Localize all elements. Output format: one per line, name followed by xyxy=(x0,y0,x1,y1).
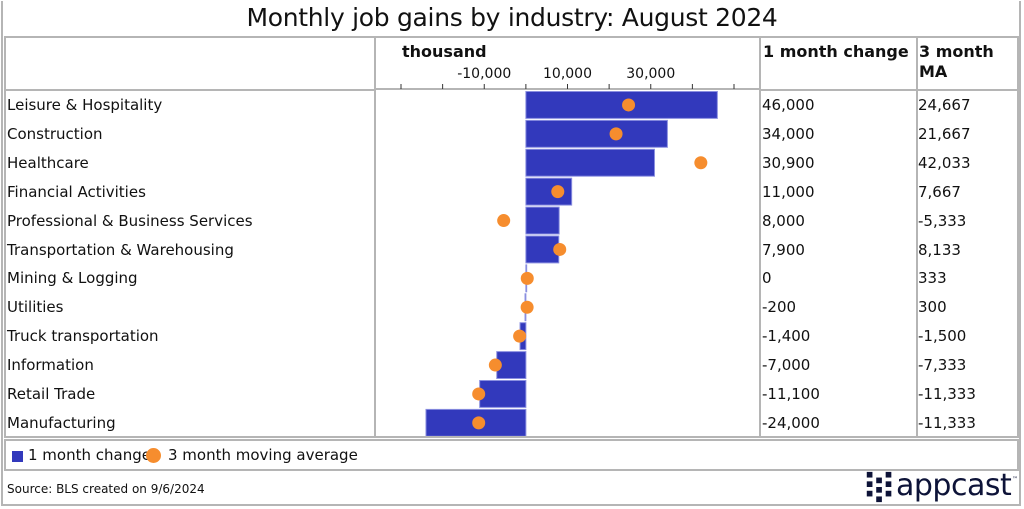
dot-3-month-ma xyxy=(551,185,565,199)
ma-value: 300 xyxy=(918,298,947,317)
category-label: Mining & Logging xyxy=(7,269,138,288)
bar-1-month-change xyxy=(479,380,527,408)
bar-1-month-change xyxy=(525,91,718,119)
divider-label-column xyxy=(374,38,376,436)
column-header-3-month-ma: 3 month MA xyxy=(919,42,994,81)
category-label: Utilities xyxy=(7,298,64,317)
chart-plot xyxy=(375,84,760,436)
ma-value: -5,333 xyxy=(918,211,967,230)
ma-value: -1,500 xyxy=(918,327,967,346)
category-label: Healthcare xyxy=(7,153,89,172)
legend-dot-swatch-icon xyxy=(146,448,161,463)
dot-3-month-ma xyxy=(520,300,534,314)
change-value: 8,000 xyxy=(762,211,805,230)
bar-1-month-change xyxy=(525,148,655,177)
change-value: 7,900 xyxy=(762,240,805,259)
header-divider-left xyxy=(6,89,375,91)
dot-3-month-ma xyxy=(694,156,708,170)
x-tick-label: 10,000 xyxy=(543,66,592,82)
legend: 1 month change 3 month moving average xyxy=(4,439,1019,471)
chart-title: Monthly job gains by industry: August 20… xyxy=(246,3,778,32)
category-label: Retail Trade xyxy=(7,385,96,403)
source-note: Source: BLS created on 9/6/2024 xyxy=(7,482,205,496)
ma-value: -11,333 xyxy=(918,413,976,432)
change-value: 34,000 xyxy=(762,124,815,143)
ma-value: 8,133 xyxy=(918,240,961,259)
change-value: -1,400 xyxy=(762,327,811,346)
category-label: Professional & Business Services xyxy=(7,211,253,230)
ma-value: 7,667 xyxy=(918,182,961,201)
dot-3-month-ma xyxy=(622,98,636,112)
dot-3-month-ma xyxy=(488,358,502,372)
category-label: Information xyxy=(7,356,94,375)
dot-3-month-ma xyxy=(520,271,534,285)
bar-1-month-change xyxy=(525,206,560,235)
bar-1-month-change xyxy=(496,351,527,380)
category-label: Leisure & Hospitality xyxy=(7,96,163,114)
category-label: Financial Activities xyxy=(7,182,146,201)
change-value: 46,000 xyxy=(762,96,815,114)
change-value: 0 xyxy=(762,269,772,288)
dot-3-month-ma xyxy=(513,329,527,343)
dot-3-month-ma xyxy=(472,387,486,401)
change-value: -24,000 xyxy=(762,413,820,432)
legend-bar-swatch-icon xyxy=(12,451,23,462)
legend-label-1-month-change: 1 month change xyxy=(28,446,151,464)
category-label: Manufacturing xyxy=(7,413,116,432)
header-divider-right xyxy=(760,89,1017,91)
trademark: ™ xyxy=(1012,476,1018,483)
ma-value: -11,333 xyxy=(918,385,976,403)
change-value: -11,100 xyxy=(762,385,820,403)
appcast-logo-icon xyxy=(866,471,892,503)
x-tick-label: 30,000 xyxy=(626,66,676,82)
ma-value: 333 xyxy=(918,269,947,288)
brand-name: appcast xyxy=(896,468,1012,503)
chart-table: thousand 1 month change 3 month MA -10,0… xyxy=(4,36,1019,438)
change-value: 11,000 xyxy=(762,182,815,201)
ma-value: 24,667 xyxy=(918,96,971,114)
change-value: 30,900 xyxy=(762,153,815,172)
bar-1-month-change xyxy=(525,177,573,206)
category-label: Transportation & Warehousing xyxy=(7,240,234,259)
column-header-1-month-change: 1 month change xyxy=(763,42,909,61)
divider-ma-column xyxy=(916,38,918,436)
axis-unit-label: thousand xyxy=(402,42,487,61)
change-value: -7,000 xyxy=(762,356,811,375)
ma-value: 42,033 xyxy=(918,153,971,172)
change-value: -200 xyxy=(762,298,797,317)
ma-value: -7,333 xyxy=(918,356,967,375)
category-label: Construction xyxy=(7,124,103,143)
x-tick-label: -10,000 xyxy=(457,66,512,82)
bar-1-month-change xyxy=(525,119,668,148)
dot-3-month-ma xyxy=(609,127,623,141)
dot-3-month-ma xyxy=(553,242,567,256)
dot-3-month-ma xyxy=(497,214,511,228)
dot-3-month-ma xyxy=(472,416,486,430)
category-label: Truck transportation xyxy=(7,327,159,346)
ma-value: 21,667 xyxy=(918,124,971,143)
legend-label-3-month-ma: 3 month moving average xyxy=(168,446,358,464)
divider-change-column xyxy=(759,38,761,436)
